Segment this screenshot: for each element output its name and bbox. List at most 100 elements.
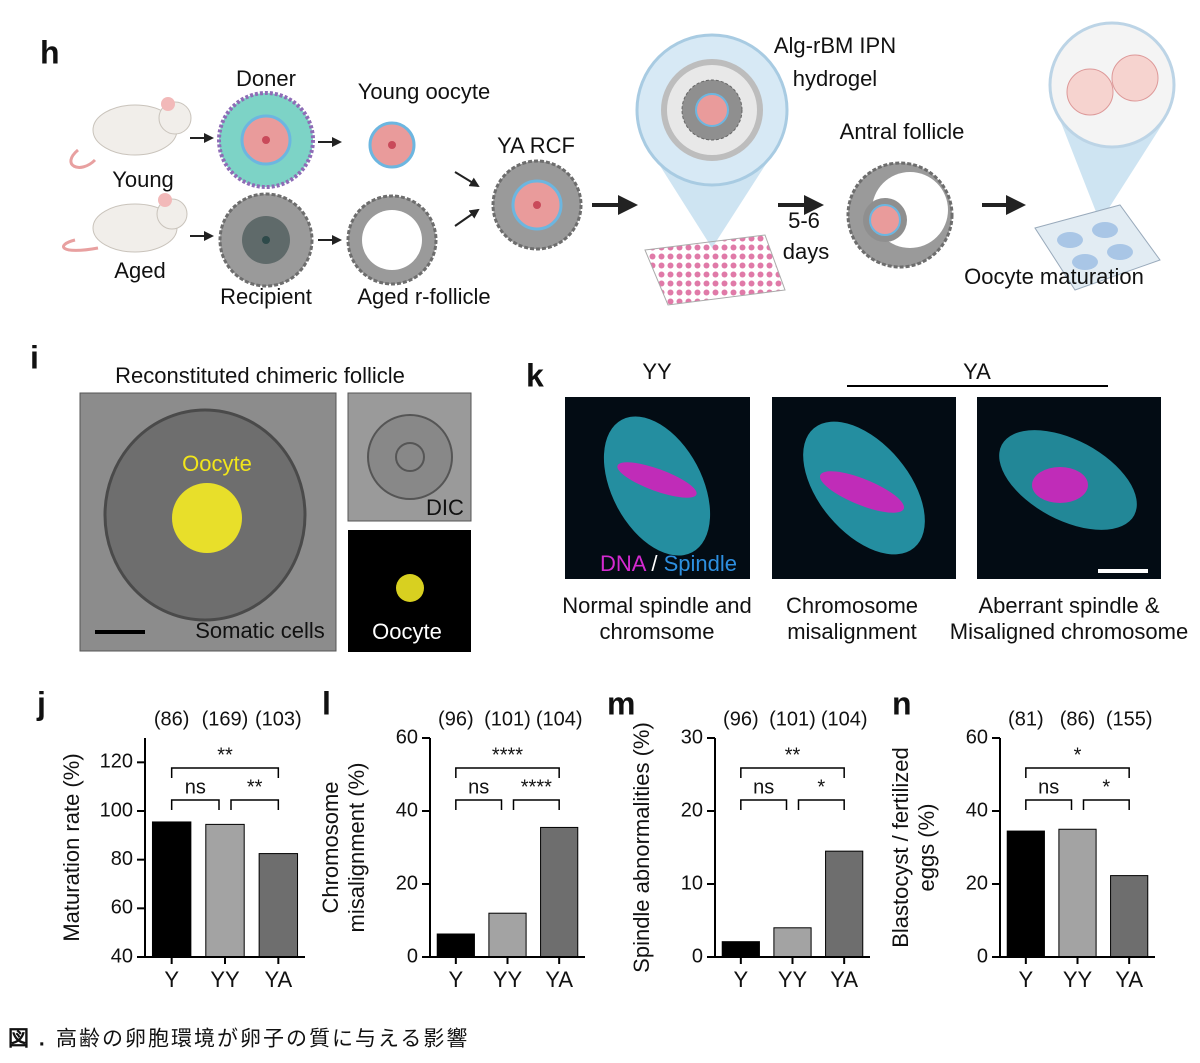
sig-bracket bbox=[797, 799, 845, 810]
bar bbox=[540, 826, 579, 958]
panel-letter: j bbox=[36, 685, 46, 721]
sig-label: * bbox=[817, 776, 825, 798]
x-tick-label: YA bbox=[545, 967, 573, 992]
antral-follicle bbox=[846, 161, 954, 269]
sig-bracket bbox=[170, 799, 220, 810]
young-oocyte bbox=[368, 121, 416, 169]
x-tick-label: Y bbox=[1018, 967, 1033, 992]
x-tick-label: YY bbox=[493, 967, 523, 992]
panel-letter: k bbox=[526, 357, 544, 393]
sig-bracket bbox=[1025, 799, 1073, 810]
label: Young oocyte bbox=[358, 79, 491, 104]
y-tick-label: 80 bbox=[111, 848, 133, 870]
y-tick-label: 40 bbox=[966, 799, 988, 821]
y-tick-label: 60 bbox=[396, 726, 418, 748]
label: Chromosome bbox=[786, 593, 918, 618]
maturation-zoom bbox=[1034, 21, 1176, 291]
label: Oocyte bbox=[372, 619, 442, 644]
legend: DNA / Spindle bbox=[600, 551, 737, 576]
panel-letter: i bbox=[30, 339, 39, 375]
n-label: (86) bbox=[154, 708, 190, 730]
y-tick-label: 120 bbox=[100, 751, 133, 773]
sig-label: ns bbox=[185, 776, 206, 798]
x-tick-label: YY bbox=[778, 967, 808, 992]
label: DIC bbox=[426, 495, 464, 520]
y-axis-label: Maturation rate (%) bbox=[59, 753, 84, 941]
bar bbox=[1058, 828, 1097, 958]
sig-bracket bbox=[455, 799, 503, 810]
n-label: (96) bbox=[723, 708, 759, 730]
n-label: (81) bbox=[1008, 708, 1044, 730]
bar bbox=[151, 821, 192, 958]
x-tick-label: YA bbox=[830, 967, 858, 992]
sig-bracket bbox=[230, 799, 280, 810]
x-tick-label: YA bbox=[264, 967, 292, 992]
arrows bbox=[190, 133, 480, 245]
label: Recipient bbox=[220, 284, 312, 309]
hydrogel-zoom bbox=[635, 33, 789, 306]
label: Doner bbox=[236, 66, 296, 91]
y-tick-label: 60 bbox=[966, 726, 988, 748]
mouse-young bbox=[69, 97, 192, 169]
sig-bracket bbox=[1082, 799, 1130, 810]
sig-bracket bbox=[512, 799, 560, 810]
n-label: (169) bbox=[202, 708, 249, 730]
bar bbox=[258, 853, 299, 958]
n-label: (101) bbox=[769, 708, 816, 730]
label: 5-6 bbox=[788, 208, 820, 233]
sig-label: * bbox=[1102, 776, 1110, 798]
n-label: (101) bbox=[484, 708, 531, 730]
sig-label: ** bbox=[247, 776, 263, 798]
sig-bracket bbox=[1025, 767, 1130, 778]
micrograph-yy bbox=[565, 397, 750, 579]
micrograph-dic bbox=[347, 392, 472, 522]
label: Aged r-follicle bbox=[357, 284, 490, 309]
group-label: YY bbox=[642, 359, 672, 384]
label: Aberrant spindle & bbox=[979, 593, 1160, 618]
label: YA RCF bbox=[497, 133, 575, 158]
sig-label: ns bbox=[1038, 776, 1059, 798]
legend-dna: DNA bbox=[600, 551, 647, 576]
y-tick-label: 0 bbox=[692, 945, 703, 967]
panel-letter: h bbox=[40, 34, 60, 70]
sig-bracket bbox=[170, 767, 280, 778]
bar bbox=[488, 912, 527, 958]
label: Misaligned chromosome bbox=[950, 619, 1188, 644]
label: Somatic cells bbox=[195, 618, 325, 643]
label: Normal spindle and bbox=[562, 593, 752, 618]
micrograph-ya2 bbox=[977, 397, 1161, 579]
bar bbox=[773, 927, 812, 958]
x-tick-label: YA bbox=[1115, 967, 1143, 992]
y-axis-label: Chromosome bbox=[318, 781, 343, 913]
label: Alg-rBM IPN bbox=[774, 33, 896, 58]
caption-text: 高齢の卵胞環境が卵子の質に与える影響 bbox=[56, 1028, 469, 1051]
x-tick-label: YY bbox=[1063, 967, 1093, 992]
label: Oocyte maturation bbox=[964, 264, 1144, 289]
sig-label: * bbox=[1074, 744, 1082, 766]
panel-title: Reconstituted chimeric follicle bbox=[115, 363, 405, 388]
y-tick-label: 100 bbox=[100, 799, 133, 821]
sig-bracket bbox=[740, 799, 788, 810]
y-tick-label: 20 bbox=[681, 799, 703, 821]
ya-rcf bbox=[491, 159, 583, 251]
x-tick-label: Y bbox=[733, 967, 748, 992]
label: Antral follicle bbox=[840, 119, 965, 144]
sig-label: ns bbox=[468, 776, 489, 798]
n-label: (155) bbox=[1106, 708, 1153, 730]
bar bbox=[721, 941, 760, 958]
y-tick-label: 0 bbox=[977, 945, 988, 967]
label: Young bbox=[112, 167, 174, 192]
follicle-recipient bbox=[218, 192, 314, 288]
micrograph-follicle bbox=[79, 392, 337, 652]
label: days bbox=[783, 239, 829, 264]
micrograph-ya1 bbox=[772, 397, 956, 579]
sig-label: ** bbox=[785, 744, 801, 766]
label: misalignment bbox=[787, 619, 917, 644]
panel-letter: l bbox=[322, 685, 331, 721]
bar bbox=[205, 823, 245, 958]
panel-letter: n bbox=[892, 685, 912, 721]
caption-label: 図 . bbox=[8, 1028, 47, 1051]
y-axis-label: misalignment (%) bbox=[344, 763, 369, 933]
sig-bracket bbox=[740, 767, 845, 778]
